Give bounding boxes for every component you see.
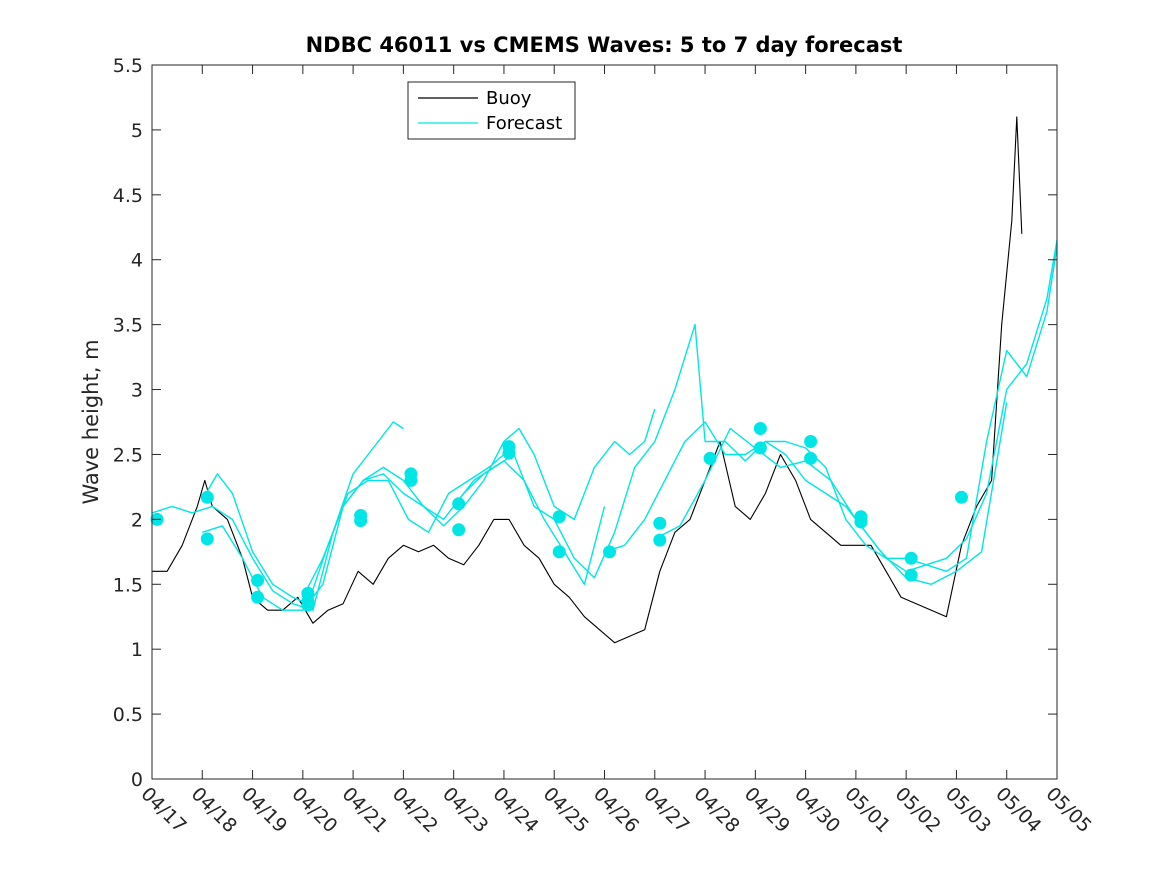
forecast-marker	[354, 514, 368, 528]
forecast-marker	[502, 446, 516, 460]
series-forecast-line	[302, 408, 656, 598]
forecast-marker	[301, 598, 315, 612]
forecast-marker	[552, 510, 566, 524]
y-tick-label: 2	[131, 509, 143, 531]
forecast-marker	[904, 568, 918, 582]
series-forecast-line	[201, 453, 505, 605]
y-tick-label: 3	[131, 380, 143, 402]
legend-label-forecast: Forecast	[486, 113, 562, 134]
y-tick-label: 3.5	[113, 315, 143, 337]
forecast-marker	[251, 590, 265, 604]
plot-background	[152, 65, 1057, 779]
forecast-marker	[804, 451, 818, 465]
forecast-marker	[452, 497, 466, 511]
series-forecast-line	[604, 240, 1058, 572]
y-tick-label: 0.5	[113, 704, 143, 726]
y-axis: 0 0.5 1 1.5 2 2.5 3 3.5 4 4.5 5 5.5	[113, 55, 1057, 791]
y-tick-label: 5.5	[113, 55, 143, 77]
y-tick-label: 4	[131, 250, 143, 272]
forecast-marker	[954, 490, 968, 504]
forecast-marker	[552, 545, 566, 559]
forecast-marker	[904, 551, 918, 565]
plot-area: 00.511.522.533.544.555.5 04/1704/1804/19…	[113, 55, 1096, 837]
forecast-marker	[804, 434, 818, 448]
y-axis-label: Wave height, m	[79, 339, 103, 504]
forecast-marker	[703, 451, 717, 465]
forecast-marker	[452, 523, 466, 537]
y-tick-label: 5	[131, 120, 143, 142]
forecast-marker	[404, 473, 418, 487]
series-forecast-line	[151, 421, 404, 611]
forecast-marker	[854, 515, 868, 529]
forecast-marker	[653, 516, 667, 530]
series-forecast-line	[202, 460, 606, 611]
forecast-marker	[200, 490, 214, 504]
series-buoy-line	[152, 116, 1023, 644]
legend-box	[407, 81, 576, 140]
forecast-marker	[603, 545, 617, 559]
y-tick-label: 1.5	[113, 574, 143, 596]
forecast-marker	[753, 421, 767, 435]
legend-label-buoy: Buoy	[486, 88, 532, 109]
chart-title: NDBC 46011 vs CMEMS Waves: 5 to 7 day fo…	[306, 33, 903, 57]
legend: Buoy Forecast	[407, 81, 576, 140]
y-tick-label: 1	[131, 639, 143, 661]
y-tick-label: 0	[131, 769, 143, 791]
forecast-marker	[653, 533, 667, 547]
forecast-marker	[753, 441, 767, 455]
y-tick-label: 2.5	[113, 444, 143, 466]
forecast-marker	[251, 573, 265, 587]
y-tick-label: 4.5	[113, 185, 143, 207]
forecast-marker	[200, 532, 214, 546]
